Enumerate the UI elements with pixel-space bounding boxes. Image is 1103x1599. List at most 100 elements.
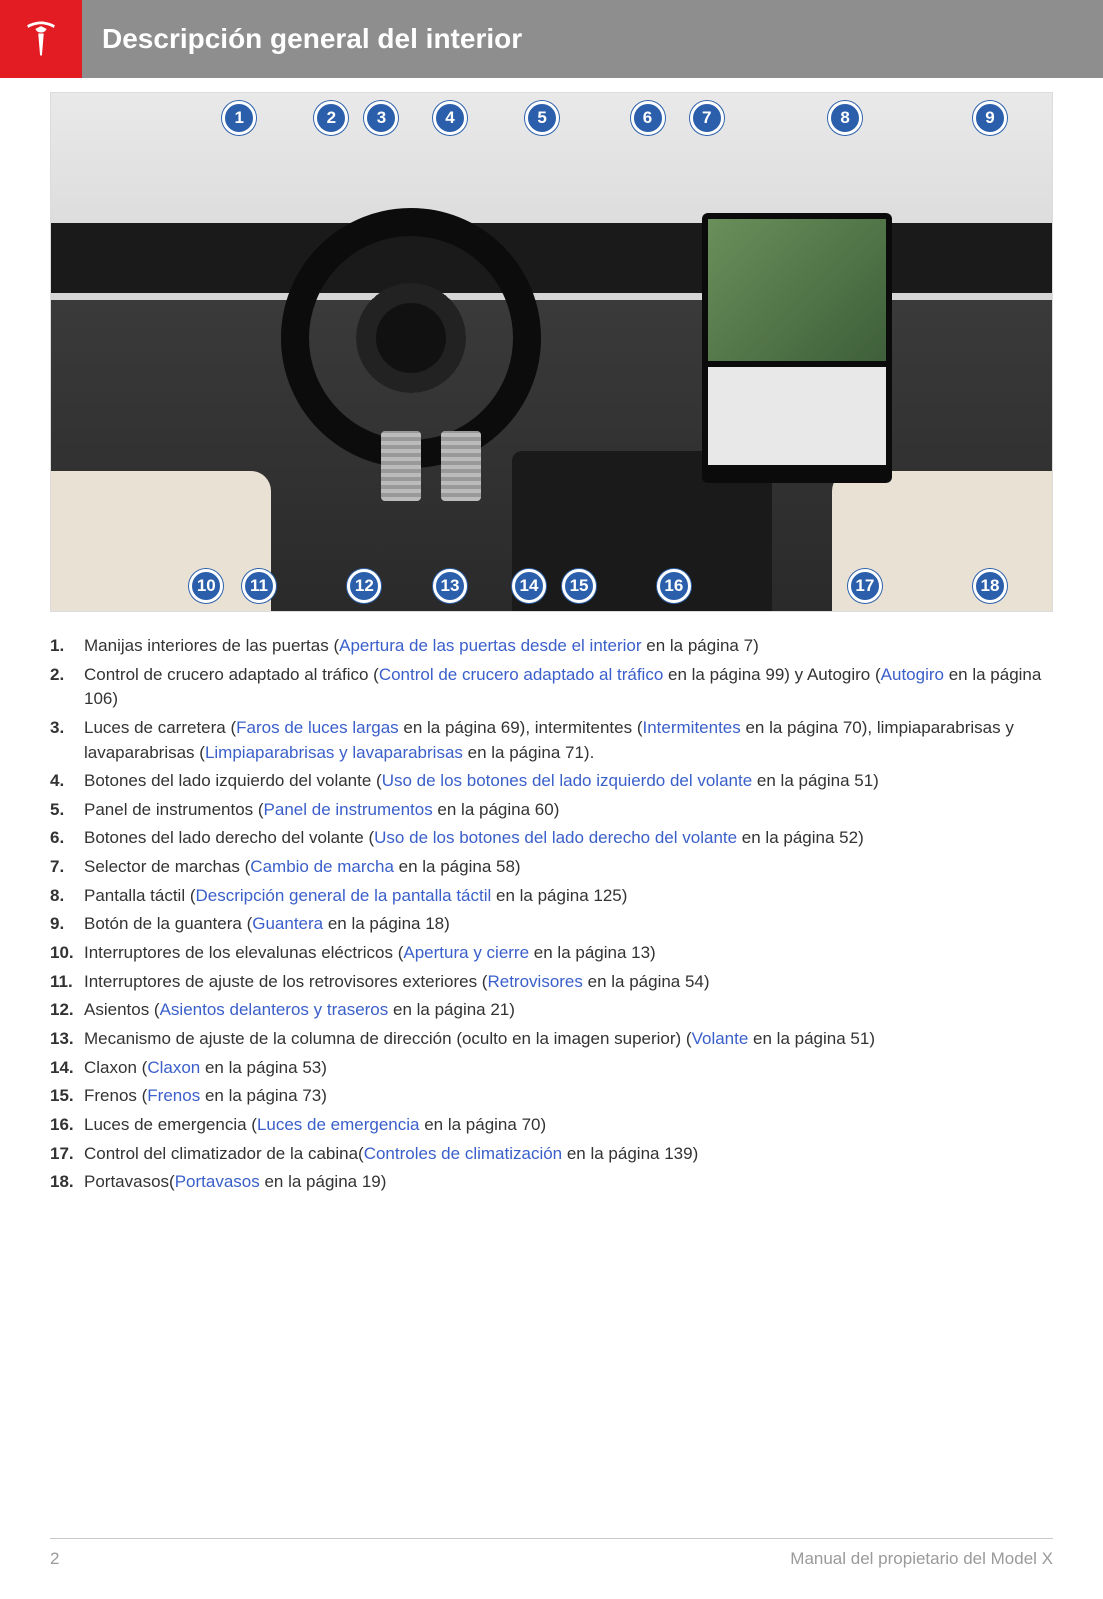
cross-reference-link[interactable]: Guantera [252,914,323,933]
pedal-shape [381,431,421,501]
legend-item-number: 4. [50,769,84,794]
cross-reference-link[interactable]: Control de crucero adaptado al tráfico [379,665,663,684]
touchscreen-apps [708,367,886,465]
callout-2: 2 [314,101,348,135]
cross-reference-link[interactable]: Retrovisores [487,972,582,991]
callout-6: 6 [631,101,665,135]
touchscreen-map [708,219,886,361]
callout-11: 11 [242,569,276,603]
cross-reference-link[interactable]: Autogiro [881,665,944,684]
steering-wheel-shape [281,208,541,468]
doc-title: Manual del propietario del Model X [790,1549,1053,1569]
legend-item-number: 5. [50,798,84,823]
legend-item: 2.Control de crucero adaptado al tráfico… [50,663,1053,712]
cross-reference-link[interactable]: Asientos delanteros y traseros [160,1000,389,1019]
page-title: Descripción general del interior [102,23,522,55]
callout-9: 9 [973,101,1007,135]
legend-item: 14.Claxon (Claxon en la página 53) [50,1056,1053,1081]
legend-item: 11.Interruptores de ajuste de los retrov… [50,970,1053,995]
legend-item: 8.Pantalla táctil (Descripción general d… [50,884,1053,909]
callout-8: 8 [828,101,862,135]
cross-reference-link[interactable]: Apertura y cierre [403,943,529,962]
cross-reference-link[interactable]: Uso de los botones del lado izquierdo de… [382,771,752,790]
legend-item-number: 8. [50,884,84,909]
legend-item: 5.Panel de instrumentos (Panel de instru… [50,798,1053,823]
legend-item-text: Control de crucero adaptado al tráfico (… [84,663,1053,712]
legend-item-text: Claxon (Claxon en la página 53) [84,1056,1053,1081]
legend-item-number: 1. [50,634,84,659]
cross-reference-link[interactable]: Descripción general de la pantalla tácti… [196,886,492,905]
callout-15: 15 [562,569,596,603]
legend-item: 18.Portavasos(Portavasos en la página 19… [50,1170,1053,1195]
page-number: 2 [50,1549,59,1569]
cross-reference-link[interactable]: Portavasos [175,1172,260,1191]
legend-item: 7.Selector de marchas (Cambio de marcha … [50,855,1053,880]
legend-item-number: 14. [50,1056,84,1081]
legend-item-text: Botones del lado derecho del volante (Us… [84,826,1053,851]
pedal-shape [441,431,481,501]
legend-item-text: Interruptores de ajuste de los retroviso… [84,970,1053,995]
cross-reference-link[interactable]: Intermitentes [642,718,740,737]
legend-item-text: Control del climatizador de la cabina(Co… [84,1142,1053,1167]
cross-reference-link[interactable]: Frenos [147,1086,200,1105]
cross-reference-link[interactable]: Volante [692,1029,749,1048]
callout-5: 5 [525,101,559,135]
legend-item-number: 11. [50,970,84,995]
page-footer: 2 Manual del propietario del Model X [50,1538,1053,1599]
legend-item-text: Botones del lado izquierdo del volante (… [84,769,1053,794]
legend-item-text: Mecanismo de ajuste de la columna de dir… [84,1027,1053,1052]
cross-reference-link[interactable]: Luces de emergencia [257,1115,420,1134]
legend-list: 1.Manijas interiores de las puertas (Ape… [50,634,1053,1195]
callout-12: 12 [347,569,381,603]
legend-item: 9.Botón de la guantera (Guantera en la p… [50,912,1053,937]
callout-18: 18 [973,569,1007,603]
legend-item: 15.Frenos (Frenos en la página 73) [50,1084,1053,1109]
legend-item-number: 10. [50,941,84,966]
legend-item-text: Pantalla táctil (Descripción general de … [84,884,1053,909]
legend-item-number: 16. [50,1113,84,1138]
legend-item-text: Asientos (Asientos delanteros y traseros… [84,998,1053,1023]
interior-diagram: 123456789101112131415161718 [50,92,1053,612]
legend-item: 6.Botones del lado derecho del volante (… [50,826,1053,851]
callout-17: 17 [848,569,882,603]
callout-14: 14 [512,569,546,603]
dashboard-shape [51,223,1052,293]
legend-item-number: 17. [50,1142,84,1167]
tesla-logo-box [0,0,82,78]
callout-4: 4 [433,101,467,135]
legend-item-number: 6. [50,826,84,851]
cross-reference-link[interactable]: Cambio de marcha [250,857,394,876]
tesla-logo-icon [18,16,64,62]
cross-reference-link[interactable]: Panel de instrumentos [264,800,433,819]
legend-item-text: Panel de instrumentos (Panel de instrume… [84,798,1053,823]
legend-item: 10.Interruptores de los elevalunas eléct… [50,941,1053,966]
legend-item: 1.Manijas interiores de las puertas (Ape… [50,634,1053,659]
legend-item: 4.Botones del lado izquierdo del volante… [50,769,1053,794]
legend-item: 3.Luces de carretera (Faros de luces lar… [50,716,1053,765]
callout-1: 1 [222,101,256,135]
legend-item-text: Frenos (Frenos en la página 73) [84,1084,1053,1109]
cross-reference-link[interactable]: Controles de climatización [364,1144,562,1163]
legend-item: 12.Asientos (Asientos delanteros y trase… [50,998,1053,1023]
legend-item-text: Interruptores de los elevalunas eléctric… [84,941,1053,966]
cross-reference-link[interactable]: Apertura de las puertas desde el interio… [339,636,641,655]
cross-reference-link[interactable]: Uso de los botones del lado derecho del … [374,828,737,847]
cross-reference-link[interactable]: Claxon [147,1058,200,1077]
legend-item: 13.Mecanismo de ajuste de la columna de … [50,1027,1053,1052]
legend-item-number: 12. [50,998,84,1023]
callout-13: 13 [433,569,467,603]
legend-item-number: 18. [50,1170,84,1195]
callout-3: 3 [364,101,398,135]
legend-item-text: Luces de carretera (Faros de luces larga… [84,716,1053,765]
callout-16: 16 [657,569,691,603]
legend-item-number: 2. [50,663,84,712]
legend-item-text: Manijas interiores de las puertas (Apert… [84,634,1053,659]
legend-item-number: 13. [50,1027,84,1052]
cross-reference-link[interactable]: Limpiaparabrisas y lavaparabrisas [205,743,463,762]
legend-item-number: 7. [50,855,84,880]
legend-item-text: Botón de la guantera (Guantera en la pág… [84,912,1053,937]
page-header: Descripción general del interior [0,0,1103,78]
cross-reference-link[interactable]: Faros de luces largas [236,718,399,737]
legend-item: 16.Luces de emergencia (Luces de emergen… [50,1113,1053,1138]
seat-left-shape [50,471,271,611]
